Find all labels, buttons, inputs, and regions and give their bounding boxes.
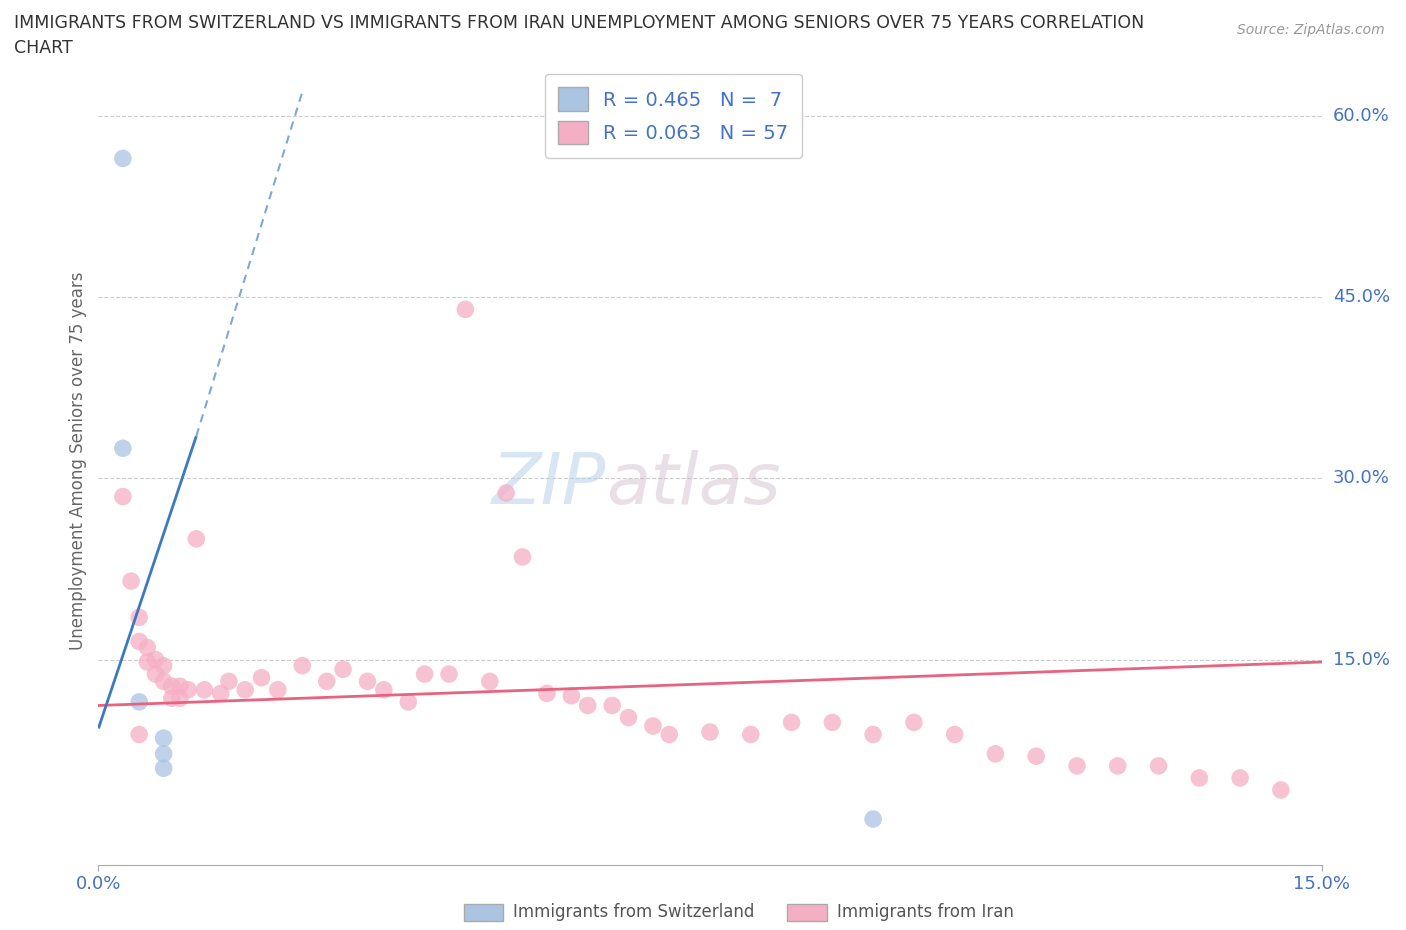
Point	[437, 667, 460, 682]
Point	[617, 711, 640, 725]
Point	[128, 634, 150, 649]
Point	[862, 727, 884, 742]
Point	[152, 674, 174, 689]
Point	[160, 679, 183, 694]
Point	[984, 747, 1007, 762]
Point	[233, 683, 256, 698]
Text: atlas: atlas	[606, 450, 780, 519]
Point	[145, 667, 167, 682]
Text: ZIP: ZIP	[492, 450, 606, 519]
Point	[560, 688, 582, 703]
Point	[943, 727, 966, 742]
Legend: R = 0.465   N =  7, R = 0.063   N = 57: R = 0.465 N = 7, R = 0.063 N = 57	[544, 73, 801, 158]
Point	[641, 719, 664, 734]
Text: 30.0%: 30.0%	[1333, 470, 1389, 487]
Point	[111, 151, 134, 166]
Text: 15.0%: 15.0%	[1333, 651, 1389, 669]
Text: IMMIGRANTS FROM SWITZERLAND VS IMMIGRANTS FROM IRAN UNEMPLOYMENT AMONG SENIORS O: IMMIGRANTS FROM SWITZERLAND VS IMMIGRANT…	[14, 14, 1144, 32]
Text: 60.0%: 60.0%	[1333, 107, 1389, 126]
Point	[1188, 771, 1211, 786]
Point	[250, 671, 273, 685]
Point	[740, 727, 762, 742]
Text: Source: ZipAtlas.com: Source: ZipAtlas.com	[1237, 23, 1385, 37]
Y-axis label: Unemployment Among Seniors over 75 years: Unemployment Among Seniors over 75 years	[69, 272, 87, 649]
Point	[1107, 759, 1129, 774]
Point	[1229, 771, 1251, 786]
Point	[699, 724, 721, 739]
Point	[218, 674, 240, 689]
Point	[136, 655, 159, 670]
Point	[373, 683, 395, 698]
Point	[177, 683, 200, 698]
Point	[862, 812, 884, 827]
Point	[152, 761, 174, 776]
Point	[186, 531, 208, 546]
Point	[193, 683, 215, 698]
Text: Immigrants from Iran: Immigrants from Iran	[837, 903, 1014, 922]
Point	[136, 640, 159, 655]
Point	[495, 485, 517, 500]
Point	[209, 686, 232, 701]
Point	[267, 683, 290, 698]
Point	[1270, 782, 1292, 797]
Point	[576, 698, 599, 713]
Point	[169, 679, 191, 694]
Point	[600, 698, 623, 713]
Point	[160, 691, 183, 706]
Point	[332, 662, 354, 677]
Point	[128, 610, 150, 625]
Point	[512, 550, 534, 565]
Point	[454, 302, 477, 317]
Point	[128, 727, 150, 742]
Point	[111, 441, 134, 456]
Point	[152, 731, 174, 746]
Point	[478, 674, 501, 689]
Text: 45.0%: 45.0%	[1333, 288, 1391, 306]
Point	[536, 686, 558, 701]
Point	[903, 715, 925, 730]
Point	[356, 674, 378, 689]
Point	[780, 715, 803, 730]
Point	[291, 658, 314, 673]
Point	[315, 674, 337, 689]
Point	[120, 574, 142, 589]
Point	[1066, 759, 1088, 774]
Point	[1025, 749, 1047, 764]
Point	[128, 695, 150, 710]
Point	[413, 667, 436, 682]
Text: Immigrants from Switzerland: Immigrants from Switzerland	[513, 903, 755, 922]
Point	[396, 695, 419, 710]
Point	[821, 715, 844, 730]
Point	[152, 658, 174, 673]
Point	[658, 727, 681, 742]
Point	[145, 652, 167, 667]
Point	[1147, 759, 1170, 774]
Text: CHART: CHART	[14, 39, 73, 57]
Point	[111, 489, 134, 504]
Point	[169, 691, 191, 706]
Point	[152, 747, 174, 762]
